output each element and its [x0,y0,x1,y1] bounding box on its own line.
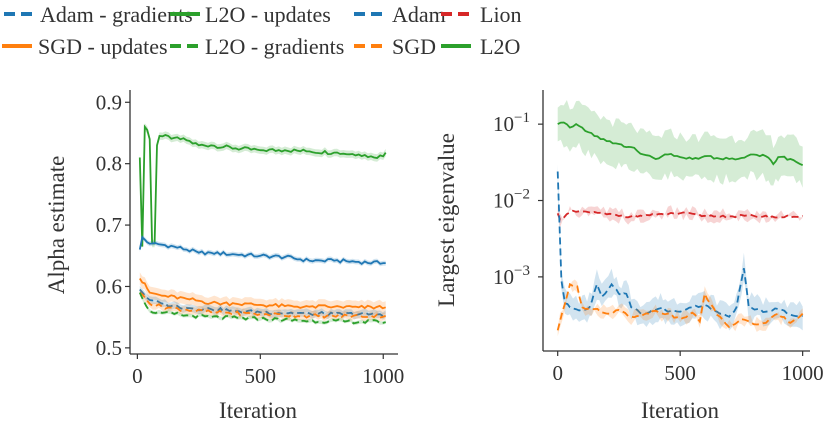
series-line-sgd_updates [139,278,386,310]
band-lion [557,205,803,228]
legend-label-adam: Adam [392,2,446,27]
legend-label-sgd-updates: SGD - updates [38,34,168,59]
y-tick-label: 10−2 [493,187,530,213]
series-line-adam [556,171,803,318]
x-axis-label-right: Iteration [641,398,719,422]
series-line-l2o [557,121,804,167]
x-tick-label: 1000 [782,361,824,385]
band-adam_gradients [139,285,386,320]
band-l2o_gradients [139,290,386,326]
y-tick-label: 10−1 [493,110,530,136]
legend-label-sgd: SGD [392,34,436,59]
legend-label-l2o-gradients: L2O - gradients [205,34,344,59]
y-axis-label-left: Alpha estimate [44,156,69,295]
legend-label-l2o: L2O [480,34,520,59]
series-line-lion [556,209,804,221]
legend-left: Adam - gradients L2O - updates SGD - upd… [2,2,344,59]
series-line-l2o_gradients [138,292,386,325]
series-line-adam_gradients [139,288,387,317]
y-tick-label: 0.7 [96,213,122,237]
y-tick-label: 10−3 [493,263,530,289]
y-tick-label: 0.6 [96,274,122,298]
legend-label-l2o-updates: L2O - updates [205,2,331,27]
legend-label-lion: Lion [480,2,522,27]
band-sgd_updates [139,272,386,315]
x-tick-label: 0 [132,364,143,388]
x-tick-label: 1000 [362,364,404,388]
y-tick-label: 0.5 [96,336,122,360]
x-tick-label: 500 [245,364,277,388]
series-line-l2o_updates [138,124,387,247]
y-tick-label: 0.9 [96,90,122,114]
y-tick-label: 0.8 [96,152,122,176]
band-adam [557,164,803,331]
band-l2o_updates [139,123,386,251]
band-l2o [557,100,803,188]
x-tick-label: 0 [552,361,563,385]
y-axis-label-right: Largest eigenvalue [434,133,459,307]
largest-eigenvalue-plot: 0 500 1000 10−1 10−2 10−3 [493,90,824,385]
legend-label-adam-gradients: Adam - gradients [40,2,193,27]
series-line-sgd [556,282,804,331]
x-axis-label-left: Iteration [219,398,297,422]
alpha-estimate-plot: 0 500 1000 0.5 0.6 0.7 0.8 0.9 [96,90,404,388]
x-tick-label: 500 [664,361,696,385]
band-sgd_gradients [139,288,386,322]
series-line-sgd_gradients [139,291,386,319]
legend-right: Adam Lion SGD L2O [354,2,522,59]
series-line-adam_updates [138,235,386,266]
band-sgd [557,279,803,337]
